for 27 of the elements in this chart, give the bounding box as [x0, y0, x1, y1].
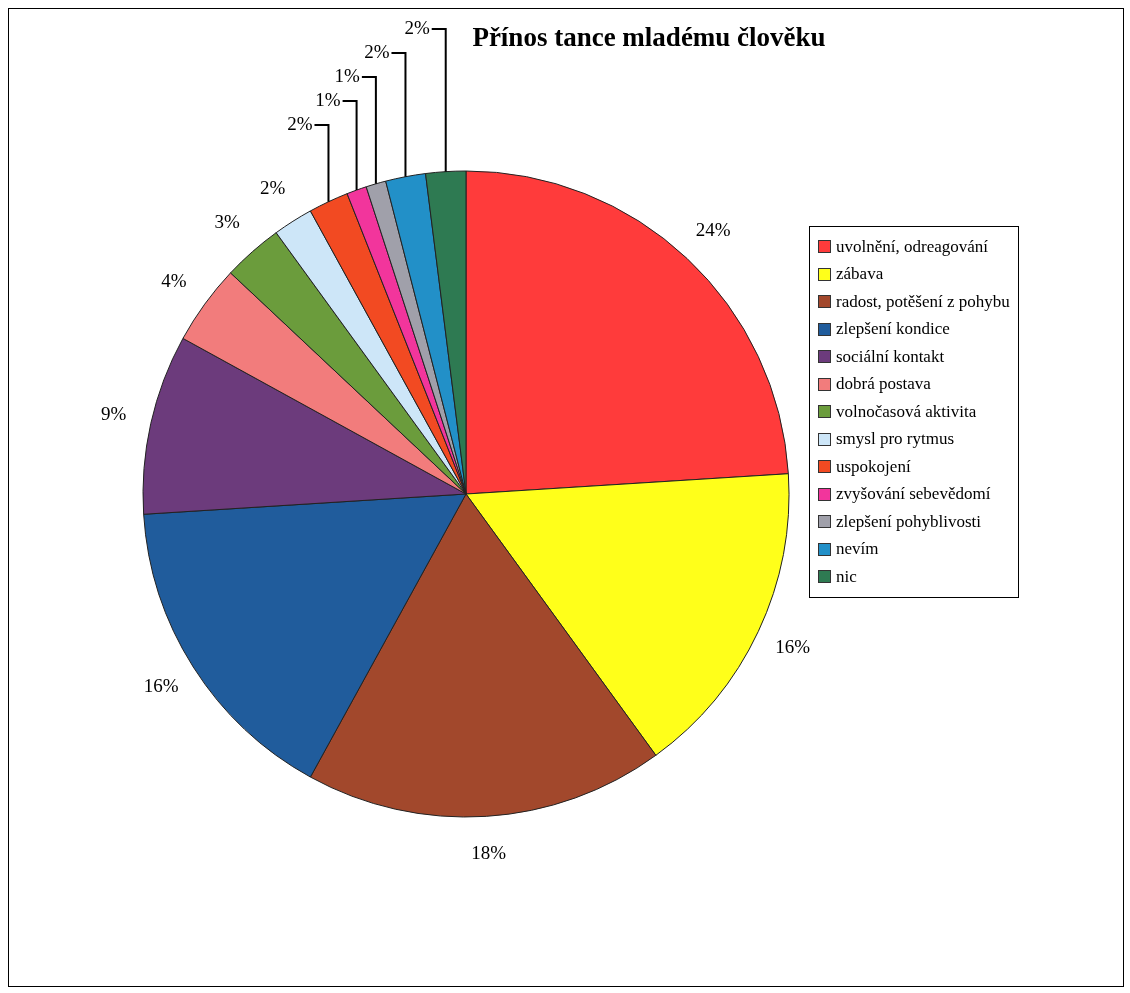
data-label: 3%: [214, 211, 241, 233]
data-label: 2%: [364, 40, 390, 62]
data-label: 2%: [287, 112, 313, 134]
legend-label: zlepšení pohyblivosti: [836, 511, 981, 532]
data-label: 1%: [334, 64, 361, 86]
legend-label: zvyšování sebevědomí: [836, 484, 991, 505]
data-label: 24%: [695, 218, 731, 240]
data-label: 2%: [259, 177, 286, 199]
data-label: 18%: [471, 842, 507, 864]
legend-label: sociální kontakt: [836, 346, 945, 367]
legend-label: volnočasová aktivita: [836, 401, 977, 422]
legend-label: zábava: [836, 264, 884, 285]
chart-title: Přínos tance mladému člověku: [472, 21, 826, 52]
data-label: 16%: [775, 635, 811, 657]
data-label: 4%: [161, 269, 187, 291]
data-label: 2%: [404, 16, 430, 38]
legend-label: uvolnění, odreagování: [836, 236, 989, 257]
data-label: 9%: [101, 403, 127, 425]
legend-label: zlepšení kondice: [836, 319, 950, 340]
legend-label: dobrá postava: [836, 374, 931, 395]
legend-label: nic: [836, 566, 857, 587]
legend-label: radost, potěšení z pohybu: [836, 291, 1010, 312]
data-label: 1%: [315, 88, 341, 110]
legend-label: smysl pro rytmus: [836, 429, 955, 450]
legend-label: nevím: [836, 539, 879, 560]
data-label: 16%: [143, 675, 179, 697]
legend-label: uspokojení: [836, 456, 911, 477]
